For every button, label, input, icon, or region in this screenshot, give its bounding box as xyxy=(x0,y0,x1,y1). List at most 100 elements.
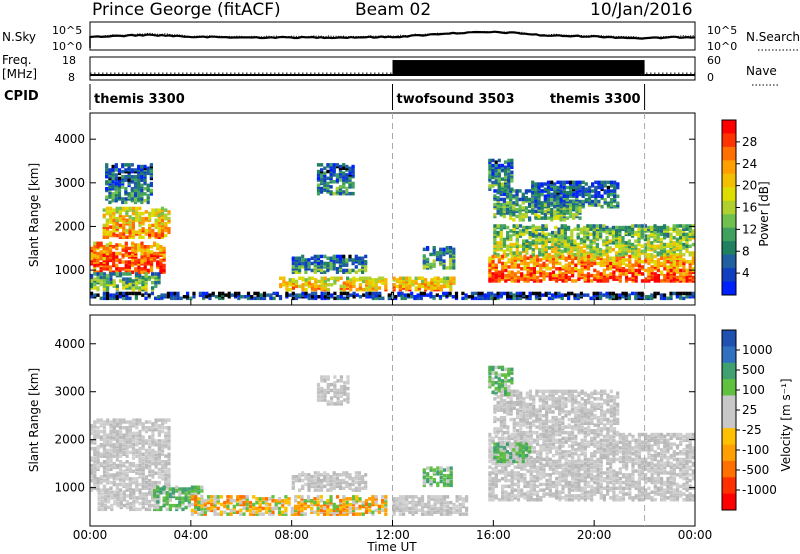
heat-cell-0 xyxy=(112,473,116,477)
heat-cell-13 xyxy=(531,199,535,204)
heat-cell-3 xyxy=(102,272,106,276)
heat-cell-4 xyxy=(313,488,317,492)
heat-cell-1 xyxy=(164,222,168,226)
heat-cell-10 xyxy=(560,249,564,254)
heat-cell-4 xyxy=(316,478,321,483)
heat-cell-11 xyxy=(578,216,582,220)
heat-cell-5 xyxy=(348,254,352,259)
heat-cell-14 xyxy=(640,291,644,296)
heat-cell-13 xyxy=(556,185,560,190)
heat-cell-2 xyxy=(111,164,115,169)
heat-cell-2 xyxy=(162,502,166,506)
power-heatmap xyxy=(90,158,695,301)
heat-cell-13 xyxy=(543,194,547,198)
heat-cell-3 xyxy=(99,272,103,276)
heat-cell-10 xyxy=(675,237,679,242)
heat-cell-4 xyxy=(333,279,337,284)
heat-cell-9 xyxy=(615,263,619,267)
heat-cell-13 xyxy=(562,189,566,193)
heat-cell-2 xyxy=(184,492,188,497)
heat-cell-9 xyxy=(561,265,565,269)
heat-cell-3 xyxy=(335,510,340,514)
heat-cell-14 xyxy=(643,295,647,299)
heat-cell-13 xyxy=(597,191,601,195)
heat-cell-5 xyxy=(301,263,305,267)
heat-cell-14 xyxy=(365,291,369,296)
heat-cell-10 xyxy=(624,241,628,245)
heat-cell-4 xyxy=(285,281,289,285)
heat-cell-7 xyxy=(417,283,421,287)
heat-cell-10 xyxy=(541,241,545,245)
heat-cell-0 xyxy=(93,467,97,472)
heat-cell-9 xyxy=(593,275,597,280)
colorbar-swatch-2 xyxy=(722,146,736,161)
heat-cell-9 xyxy=(523,267,527,271)
heat-cell-5 xyxy=(338,263,343,267)
heat-cell-0 xyxy=(138,422,142,426)
heat-cell-0 xyxy=(99,452,103,456)
heat-cell-3 xyxy=(128,286,132,290)
heat-cell-0 xyxy=(131,452,136,456)
heat-cell-10 xyxy=(615,251,619,255)
heat-cell-14 xyxy=(326,291,331,296)
heat-cell-0 xyxy=(99,475,103,479)
heat-cell-1 xyxy=(102,223,106,228)
heat-cell-0 xyxy=(115,263,119,268)
heat-cell-4 xyxy=(316,484,321,489)
heat-cell-3 xyxy=(384,506,388,511)
heat-cell-0 xyxy=(115,441,119,445)
heat-cell-9 xyxy=(567,254,571,259)
heat-cell-9 xyxy=(596,256,600,260)
heat-cell-9 xyxy=(536,279,540,283)
heat-cell-0 xyxy=(138,437,142,441)
heat-cell-2 xyxy=(175,507,179,512)
heat-cell-0 xyxy=(90,246,94,251)
heat-cell-0 xyxy=(141,452,145,456)
heat-cell-5 xyxy=(357,256,361,260)
heat-cell-12 xyxy=(491,158,495,163)
heat-cell-0 xyxy=(122,441,126,445)
heat-cell-0 xyxy=(118,243,122,247)
heat-cell-14 xyxy=(615,293,619,297)
heat-cell-9 xyxy=(571,279,575,283)
heat-cell-4 xyxy=(298,478,302,483)
heat-cell-3 xyxy=(242,497,246,501)
heat-cell-14 xyxy=(650,296,654,301)
heat-cell-0 xyxy=(131,450,136,455)
heat-cell-10 xyxy=(672,247,676,252)
heat-cell-5 xyxy=(298,270,302,274)
heat-cell-3 xyxy=(90,275,94,280)
heat-cell-3 xyxy=(358,497,362,501)
heat-cell-0 xyxy=(96,431,100,436)
heat-cell-3 xyxy=(112,272,116,276)
heat-cell-0 xyxy=(99,418,103,422)
heat-cell-0 xyxy=(164,482,168,487)
heat-cell-3 xyxy=(371,495,375,499)
heat-cell-3 xyxy=(339,512,343,516)
heat-cell-0 xyxy=(164,418,168,422)
heat-cell-3 xyxy=(329,510,333,514)
heat-cell-0 xyxy=(137,270,141,274)
heat-cell-10 xyxy=(541,237,545,242)
heat-cell-9 xyxy=(577,273,581,278)
heat-cell-14 xyxy=(560,293,564,297)
heat-cell-0 xyxy=(161,418,165,422)
heat-cell-1 xyxy=(138,494,142,498)
heat-cell-10 xyxy=(643,249,647,254)
heat-cell-0 xyxy=(141,422,145,426)
heat-cell-1 xyxy=(109,206,113,211)
heat-cell-1 xyxy=(110,503,114,508)
heat-cell-13 xyxy=(559,198,563,202)
heat-cell-6 xyxy=(351,181,355,186)
heat-cell-14 xyxy=(99,296,103,301)
heat-cell-13 xyxy=(581,203,585,207)
heat-cell-0 xyxy=(144,463,149,468)
heat-cell-0 xyxy=(151,424,155,428)
heat-cell-0 xyxy=(102,439,107,443)
heat-cell-0 xyxy=(106,477,110,481)
heat-cell-1 xyxy=(154,208,158,212)
heat-cell-10 xyxy=(579,241,583,245)
heat-cell-5 xyxy=(335,254,339,259)
heat-cell-3 xyxy=(310,508,314,513)
heat-cell-9 xyxy=(555,258,559,262)
